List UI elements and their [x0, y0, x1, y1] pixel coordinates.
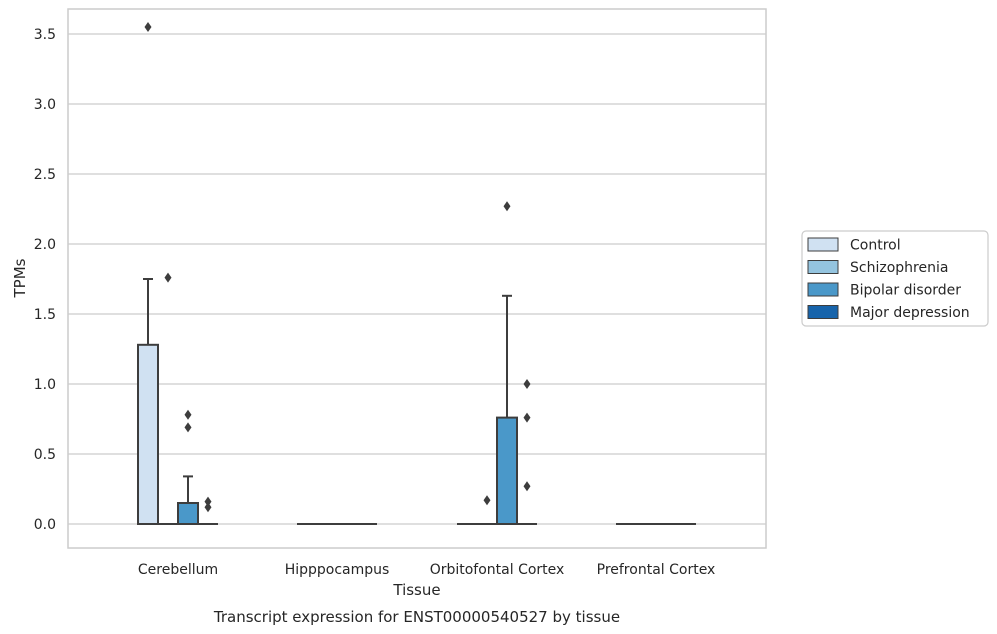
outlier-point	[523, 412, 531, 423]
plot-frame	[67, 8, 767, 549]
outlier-point	[503, 201, 511, 212]
box-control	[137, 22, 159, 525]
legend-item[interactable]: Bipolar disorder	[807, 282, 961, 299]
y-tick-label: 0.5	[34, 447, 56, 463]
y-axis-label: TPMs	[11, 258, 29, 298]
x-tick-label: Hipppocampus	[285, 562, 390, 578]
chart-caption: Transcript expression for ENST0000054052…	[213, 608, 620, 626]
legend-item[interactable]: Schizophrenia	[807, 260, 948, 276]
outlier-point	[164, 272, 172, 283]
outlier-point	[483, 495, 491, 506]
box-bipolar-disorder	[496, 201, 518, 526]
outlier-point	[204, 496, 212, 507]
box-body	[177, 502, 199, 525]
y-tick-label: 3.5	[34, 27, 56, 43]
legend-label: Schizophrenia	[850, 260, 948, 276]
legend-swatch	[807, 305, 839, 319]
box-major-depression	[517, 379, 537, 525]
y-tick-labels: 0.0 0.5 1.0 1.5 2.0 2.5 3.0 3.5	[34, 27, 56, 533]
outlier-point	[523, 481, 531, 492]
gridlines	[68, 33, 766, 525]
box-body	[496, 416, 518, 526]
x-tick-label: Prefrontal Cortex	[597, 562, 716, 578]
outlier-point	[523, 379, 531, 389]
box-schizophrenia	[477, 495, 497, 525]
y-tick-label: 1.0	[34, 377, 56, 393]
legend-label: Major depression	[850, 305, 970, 321]
box-bipolar-disorder	[177, 409, 199, 525]
y-tick-label: 0.0	[34, 517, 56, 533]
legend-frame	[801, 230, 989, 327]
legend-item[interactable]: Major depression	[807, 305, 970, 321]
legend-swatch	[807, 260, 839, 274]
outlier-point	[204, 502, 212, 513]
legend-label: Bipolar disorder	[850, 283, 961, 299]
legend[interactable]: Control Schizophrenia Bipolar disorder Majo…	[801, 230, 989, 327]
x-axis-label: Tissue	[392, 581, 440, 599]
outlier-point	[184, 422, 192, 433]
x-tick-labels: Cerebellum Hipppocampus Orbitofontal Corte…	[138, 562, 715, 578]
x-tick-label: Orbitofontal Cortex	[430, 562, 565, 578]
outlier-point	[144, 22, 152, 32]
legend-label: Control	[850, 238, 901, 254]
box-body	[137, 343, 159, 525]
y-tick-label: 1.5	[34, 307, 56, 323]
x-tick-label: Cerebellum	[138, 562, 218, 578]
box-series	[137, 22, 696, 526]
legend-item[interactable]: Control	[807, 237, 901, 254]
box-schizophrenia	[158, 272, 178, 525]
legend-swatch	[807, 237, 839, 252]
outlier-point	[184, 409, 192, 420]
y-tick-label: 2.5	[34, 167, 56, 183]
y-tick-label: 3.0	[34, 97, 56, 113]
legend-swatch	[807, 282, 839, 297]
y-tick-label: 2.0	[34, 237, 56, 253]
box-major-depression	[198, 496, 218, 525]
